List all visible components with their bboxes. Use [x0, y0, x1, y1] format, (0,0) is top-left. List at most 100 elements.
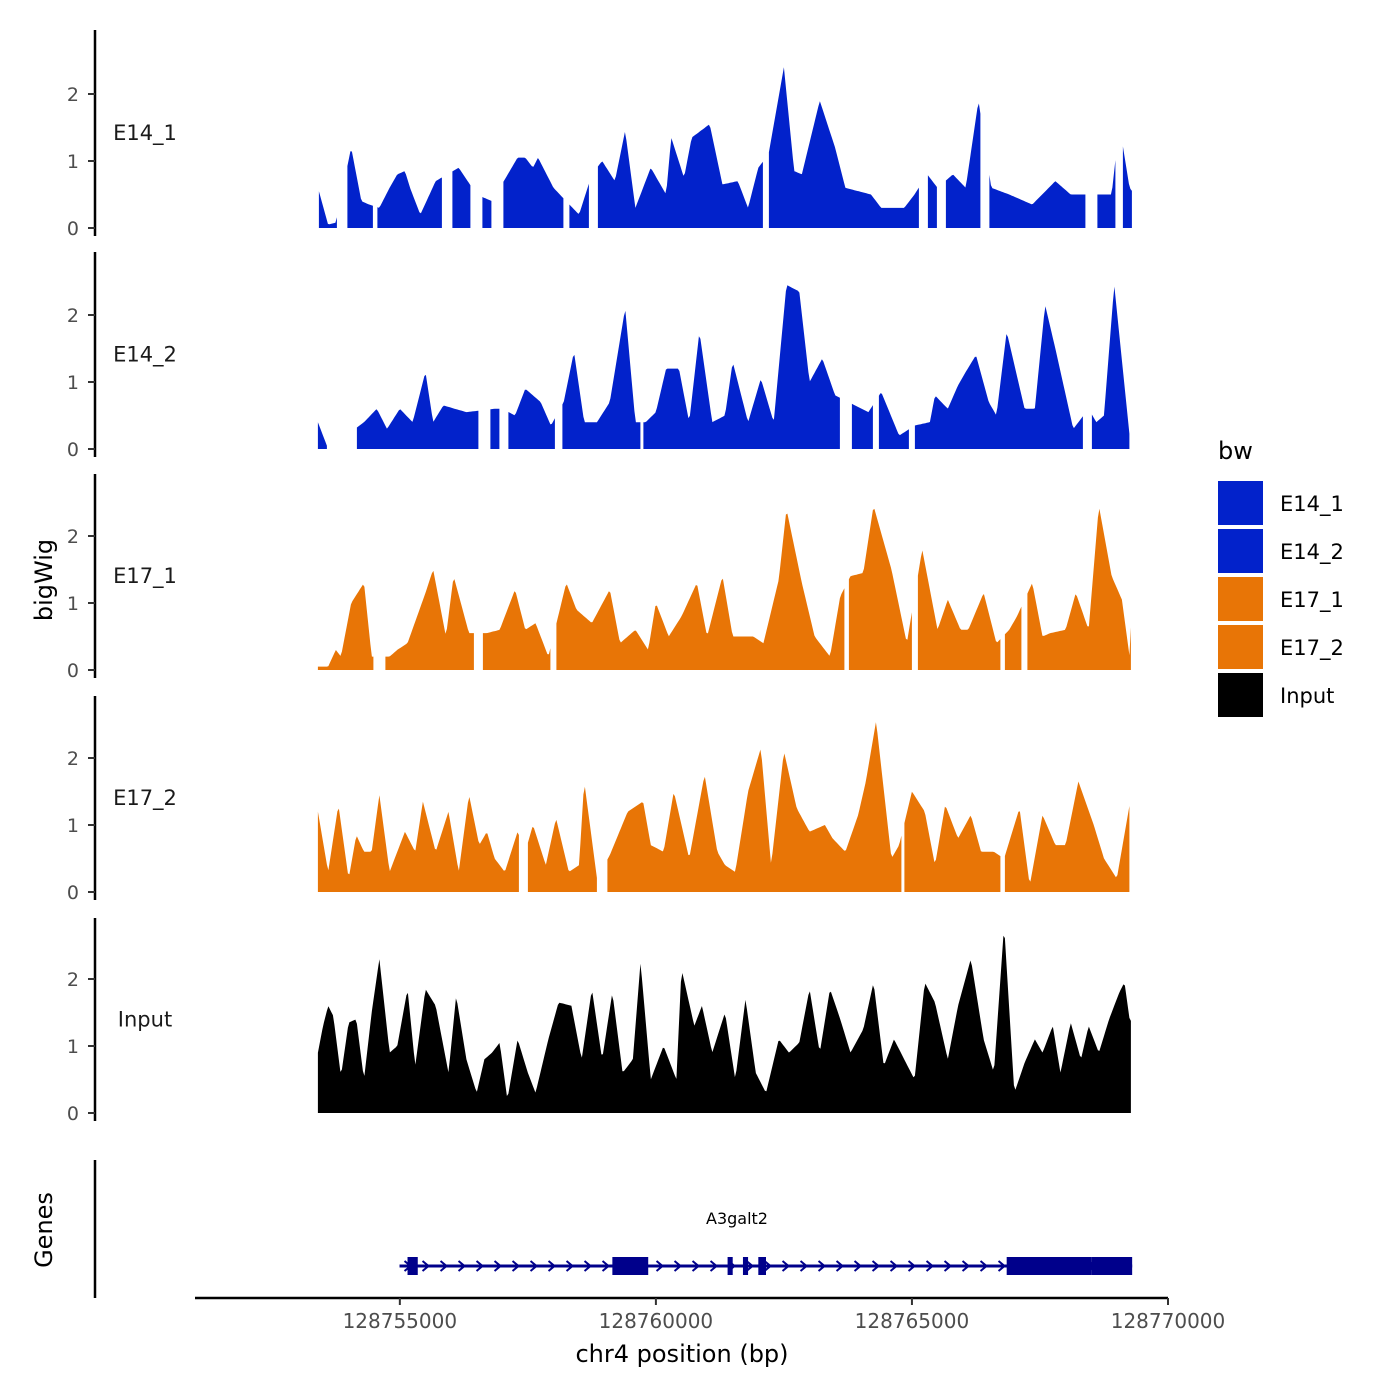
signal-area	[482, 591, 551, 670]
strand-arrow	[817, 1260, 827, 1272]
legend-label: Input	[1280, 684, 1334, 708]
strand-arrow	[925, 1260, 935, 1272]
signal-area	[914, 306, 1083, 449]
signal-area	[508, 389, 555, 449]
exon	[1091, 1257, 1133, 1275]
legend-swatch	[1218, 481, 1263, 525]
legend: bw E14_1 E14_2 E17_1 E17_2 Input	[1218, 437, 1344, 717]
exon	[758, 1257, 766, 1275]
strand-arrow	[511, 1260, 521, 1272]
track-label: E17_1	[113, 564, 177, 589]
strand-arrow	[439, 1260, 449, 1272]
strand-arrow	[655, 1260, 665, 1272]
signal-area	[452, 167, 471, 228]
signal-area	[556, 513, 845, 670]
x-tick-label: 128770000	[1111, 1309, 1226, 1333]
track-e17-1: 0 1 2 E17_1	[67, 474, 1131, 682]
signal-area	[527, 786, 597, 892]
strand-arrow	[871, 1260, 881, 1272]
signal-area	[1004, 781, 1130, 892]
signal-area	[356, 374, 479, 449]
strand-arrow	[565, 1260, 575, 1272]
y-tick-label: 2	[67, 84, 79, 106]
legend-label: E14_2	[1280, 540, 1344, 565]
track-label: E17_2	[113, 786, 177, 811]
strand-arrow	[997, 1260, 1007, 1272]
track-panels: 0 1 2 E14_1 0 1 2 E14_2 0 1 2 E17_1 0 1 2 E17_2 0 1 2 Input	[67, 30, 1132, 1125]
track-label: Input	[118, 1008, 172, 1032]
signal-area	[377, 171, 442, 228]
strand-arrow	[745, 1260, 755, 1272]
exon	[1006, 1257, 1092, 1275]
signal-area	[1097, 160, 1116, 228]
y-axis-title: bigWig	[30, 539, 58, 621]
strand-arrow	[457, 1260, 467, 1272]
y-tick-label: 1	[67, 815, 79, 837]
gene-track-title: Genes	[30, 1192, 58, 1268]
exon	[407, 1257, 418, 1275]
legend-label: E17_2	[1280, 636, 1344, 661]
strand-arrow	[529, 1260, 539, 1272]
track-e14-1: 0 1 2 E14_1	[67, 30, 1132, 240]
x-axis-title: chr4 position (bp)	[575, 1340, 788, 1368]
signal-area	[878, 393, 909, 449]
track-e14-2: 0 1 2 E14_2	[67, 252, 1130, 461]
strand-arrow	[889, 1260, 899, 1272]
y-tick-label: 0	[67, 439, 79, 461]
signal-area	[945, 103, 981, 228]
strand-arrow	[835, 1260, 845, 1272]
gene-track: A3galt2	[93, 1160, 1133, 1298]
x-axis: 128755000 128760000 128765000 128770000	[195, 1296, 1226, 1333]
signal-area	[607, 722, 902, 892]
strand-arrow	[547, 1260, 557, 1272]
signal-area	[927, 175, 937, 228]
signal-area	[569, 183, 589, 228]
legend-swatch	[1218, 625, 1263, 669]
signal-area	[597, 124, 763, 228]
y-tick-label: 0	[67, 1103, 79, 1125]
y-tick-label: 1	[67, 151, 79, 173]
exon	[727, 1257, 733, 1275]
track-label: E14_1	[113, 121, 177, 146]
gene-name-label: A3galt2	[706, 1209, 768, 1228]
x-tick-label: 128755000	[343, 1309, 458, 1333]
y-tick-label: 1	[67, 1036, 79, 1058]
signal-area	[318, 191, 337, 228]
y-tick-label: 0	[67, 218, 79, 240]
legend-label: E14_1	[1280, 492, 1344, 517]
signal-area	[768, 67, 919, 228]
strand-arrow	[781, 1260, 791, 1272]
strand-arrow	[691, 1260, 701, 1272]
strand-arrow	[475, 1260, 485, 1272]
strand-arrow	[907, 1260, 917, 1272]
legend-swatch	[1218, 577, 1263, 621]
strand-arrow	[763, 1260, 773, 1272]
y-tick-label: 2	[67, 526, 79, 548]
signal-area	[317, 795, 519, 892]
signal-area	[917, 550, 1001, 670]
y-tick-label: 2	[67, 748, 79, 770]
signal-area	[317, 422, 327, 449]
signal-area	[490, 408, 500, 449]
y-tick-label: 0	[67, 660, 79, 682]
strand-arrow	[673, 1260, 683, 1272]
y-tick-label: 1	[67, 372, 79, 394]
exon	[742, 1257, 749, 1275]
strand-arrow	[583, 1260, 593, 1272]
track-e17-2: 0 1 2 E17_2	[67, 696, 1130, 904]
strand-arrow	[853, 1260, 863, 1272]
strand-arrow	[601, 1260, 611, 1272]
legend-title: bw	[1218, 437, 1253, 465]
track-input: 0 1 2 Input	[67, 918, 1131, 1125]
strand-arrow	[421, 1260, 431, 1272]
exon	[612, 1257, 649, 1275]
signal-area	[848, 508, 912, 670]
x-tick-label: 128760000	[599, 1309, 714, 1333]
y-tick-label: 2	[67, 305, 79, 327]
y-tick-label: 0	[67, 882, 79, 904]
legend-swatch	[1218, 529, 1263, 573]
strand-arrow	[979, 1260, 989, 1272]
strand-arrow	[943, 1260, 953, 1272]
signal-area	[482, 197, 492, 228]
